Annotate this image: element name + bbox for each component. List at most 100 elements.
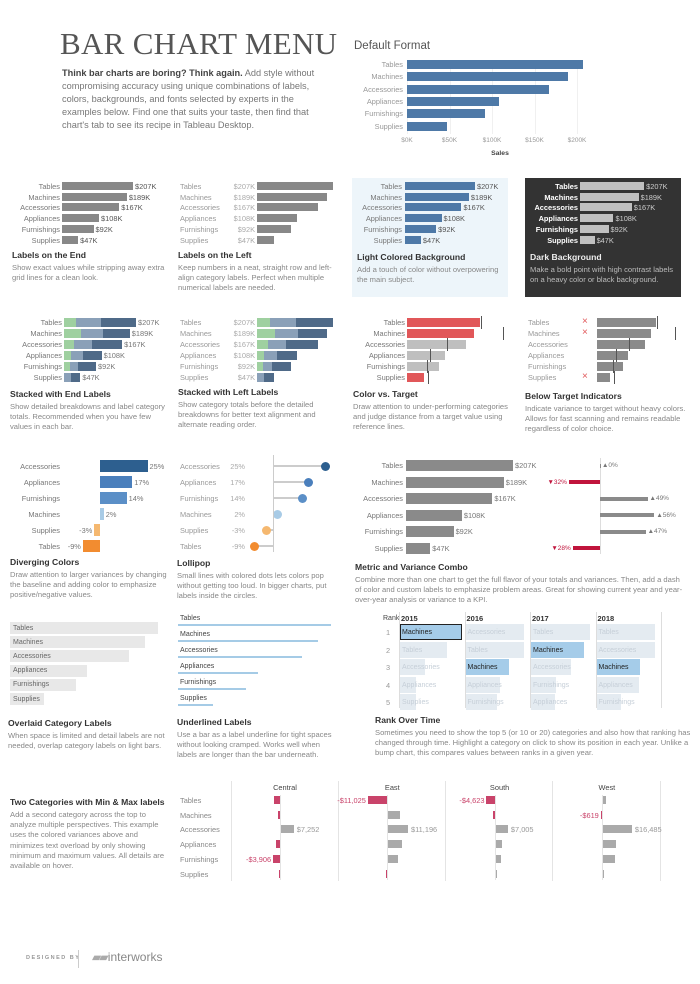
year-header: 2018 — [597, 614, 615, 623]
target-line — [629, 338, 631, 351]
rank-cell[interactable] — [400, 676, 416, 693]
rank-cell-label: Appliances — [598, 681, 633, 689]
bar-segment — [257, 362, 263, 371]
bar — [388, 840, 403, 849]
bar — [257, 224, 291, 233]
variance-label: ▲56% — [656, 511, 676, 519]
panel-diverging[interactable]: Diverging Colors Draw attention to larger… — [10, 557, 175, 601]
rank-cell-label: Accessories — [467, 629, 506, 636]
value-label: $207K — [233, 182, 255, 191]
category-label: Accessories — [534, 203, 578, 213]
category-label: Machines — [180, 329, 212, 338]
rank-cell[interactable] — [465, 676, 500, 693]
rank-cell[interactable] — [596, 694, 622, 710]
rank-cell[interactable] — [531, 624, 590, 640]
bar — [407, 60, 583, 69]
panel-stacked-left[interactable]: Stacked with Left Labels Show category to… — [178, 387, 338, 431]
rank-cell[interactable] — [531, 676, 556, 693]
value-label: $189K — [470, 192, 493, 202]
region-header: East — [384, 783, 400, 792]
bar — [273, 854, 280, 863]
category-label: Supplies — [180, 526, 209, 535]
bar-segment — [269, 318, 296, 327]
panel-overlaid[interactable]: Overlaid Category Labels When space is li… — [8, 718, 173, 751]
rank-cell[interactable] — [531, 694, 555, 710]
bar — [495, 840, 503, 849]
rank-cell[interactable] — [531, 659, 572, 675]
value-label: $189K — [131, 329, 154, 338]
category-label: Furnishings — [180, 679, 217, 686]
bar — [600, 810, 602, 819]
panel-light-background[interactable]: Light Colored Background Add a touch of c… — [357, 252, 505, 285]
rank-cell[interactable] — [465, 641, 525, 658]
rank-number: 3 — [386, 663, 391, 672]
bar — [388, 810, 400, 819]
default-format-title: Default Format — [354, 40, 431, 52]
value-label: $207K — [476, 182, 499, 191]
below-target-x-icon: × — [582, 327, 588, 338]
category-label: Accessories — [180, 647, 218, 654]
value-label: 2% — [234, 510, 245, 519]
category-label: Appliances — [538, 214, 578, 224]
bar — [602, 840, 617, 849]
bar — [62, 214, 100, 223]
rank-cell-label: Machines — [467, 664, 498, 671]
panel-below-target[interactable]: Below Target Indicators Indicate variance… — [525, 391, 690, 435]
panel-labels-left[interactable]: Labels on the Left Keep numbers in a neat… — [178, 250, 338, 294]
category-label: Supplies — [547, 235, 578, 245]
panel-two-categories[interactable]: Two Categories with Min & Max labels Add … — [10, 797, 170, 871]
panel-lollipop[interactable]: Lollipop Small lines with colored dots le… — [177, 558, 337, 602]
value-label: $167K — [124, 340, 146, 349]
rank-cell[interactable] — [400, 659, 425, 675]
rank-cell[interactable] — [596, 659, 640, 675]
panel-title: Below Target Indicators — [525, 391, 622, 401]
value-label: 2% — [105, 510, 117, 519]
rank-cell[interactable] — [596, 641, 656, 658]
bar-segment — [74, 340, 92, 349]
value-label: -3% — [79, 526, 93, 535]
target-line — [615, 349, 617, 362]
rank-cell[interactable] — [400, 641, 447, 658]
rank-cell[interactable] — [400, 624, 462, 640]
panel-desc: Draw attention to larger variances by ch… — [10, 570, 167, 600]
bar — [407, 351, 446, 360]
value-label: $92K — [237, 224, 255, 234]
rank-cell[interactable] — [400, 694, 416, 710]
panel-stacked-end[interactable]: Stacked with End Labels Show detailed bre… — [10, 389, 170, 433]
column-divider — [595, 612, 597, 708]
bar — [495, 869, 497, 878]
category-label: Tables — [381, 461, 403, 470]
category-label: Furnishings — [13, 681, 50, 689]
category-label: Accessories — [180, 340, 220, 349]
column-divider — [445, 781, 446, 881]
column-divider — [231, 781, 232, 881]
bar — [580, 203, 632, 212]
x-tick-label: $100K — [482, 137, 502, 144]
interworks-logo[interactable]: ▰▰ interworks — [92, 950, 162, 964]
panel-metric-variance[interactable]: Metric and Variance Combo Combine more th… — [355, 562, 685, 606]
panel-dark-background[interactable]: Dark Background Make a bold point with hi… — [530, 252, 678, 285]
below-target-x-icon: × — [582, 316, 588, 327]
intro-rest: Add style without compromising accuracy … — [62, 68, 315, 130]
category-label: Machines — [28, 192, 60, 202]
rank-cell[interactable] — [531, 641, 584, 658]
category-label: Appliances — [13, 667, 48, 675]
rank-cell[interactable] — [465, 624, 525, 640]
category-label: Accessories — [180, 203, 220, 213]
year-header: 2016 — [466, 614, 484, 623]
bar — [602, 854, 616, 863]
category-label: Machines — [370, 192, 402, 202]
rank-cell[interactable] — [465, 659, 509, 675]
bar-segment — [286, 340, 319, 349]
column-divider — [661, 612, 662, 708]
rank-cell[interactable] — [596, 676, 639, 693]
panel-color-vs-target[interactable]: Color vs. Target Draw attention to under-… — [353, 389, 518, 433]
panel-underlined[interactable]: Underlined Labels Use a bar as a label un… — [177, 717, 337, 761]
panel-labels-end[interactable]: Labels on the End Show exact values while… — [12, 250, 172, 283]
panel-rank-over-time[interactable]: Rank Over Time Sometimes you need to show… — [375, 715, 695, 759]
bar — [580, 182, 645, 190]
gridline — [577, 60, 578, 134]
rank-cell[interactable] — [596, 624, 656, 640]
bar — [580, 214, 614, 223]
rank-cell[interactable] — [465, 694, 497, 710]
